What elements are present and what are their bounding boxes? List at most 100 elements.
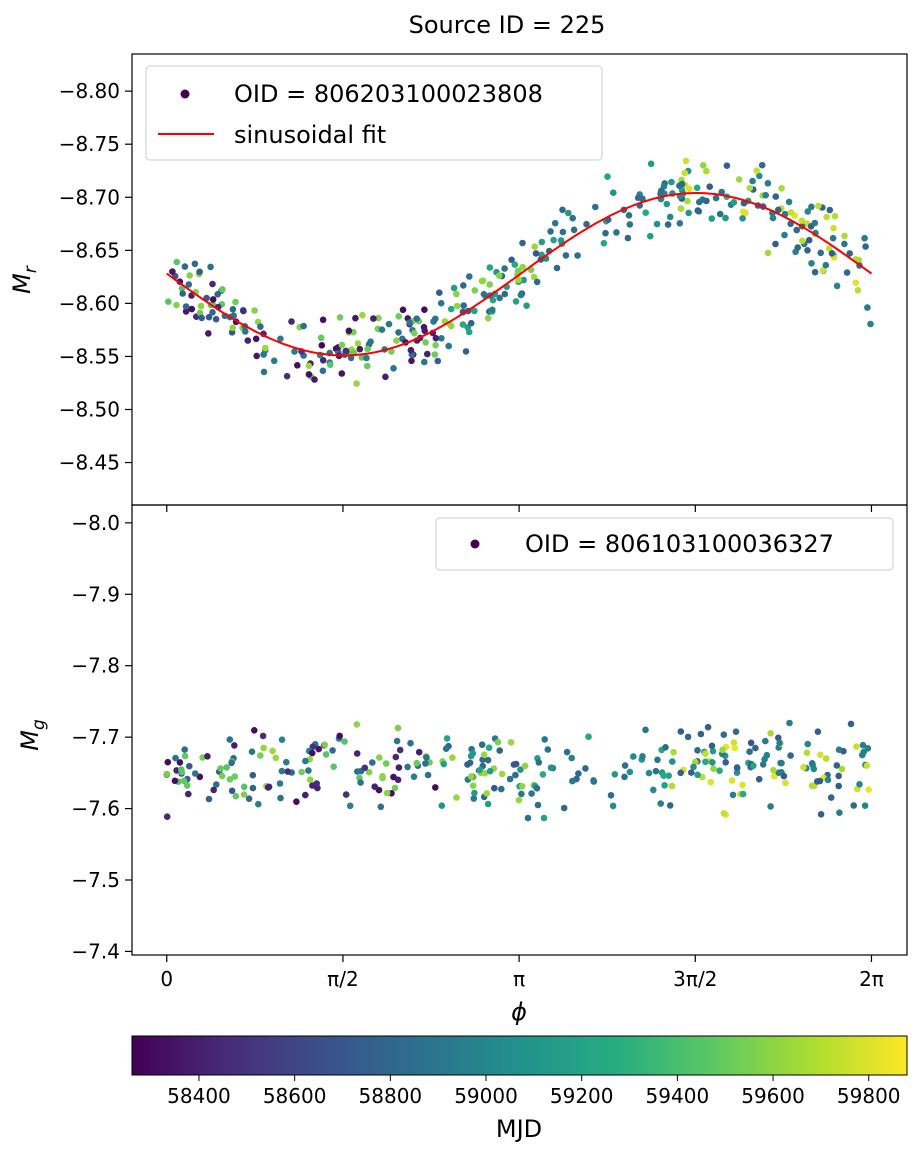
g-band-point	[710, 765, 717, 772]
r-band-point	[173, 301, 180, 309]
r-band-point	[496, 294, 503, 302]
g-band-point	[707, 778, 715, 786]
r-band-point	[823, 213, 830, 221]
r-band-point	[642, 209, 649, 216]
r-band-point	[764, 180, 772, 187]
r-band-point	[653, 220, 661, 228]
g-band-point	[709, 747, 717, 755]
r-band-point	[338, 341, 346, 349]
g-band-point	[728, 777, 736, 784]
r-band-point	[260, 368, 268, 376]
r-band-point	[327, 361, 334, 369]
g-band-point	[438, 802, 446, 809]
r-band-point	[422, 339, 429, 346]
g-band-point	[560, 804, 568, 812]
g-band-point	[481, 770, 489, 777]
g-band-point	[688, 769, 695, 776]
x-axis-ticks: 0 π/2 π 3π/2 2π	[160, 505, 884, 991]
r-band-point	[319, 367, 327, 375]
x-tick-label: 2π	[859, 967, 884, 991]
r-band-point	[399, 306, 407, 314]
g-band-point	[353, 750, 361, 757]
g-band-point	[305, 767, 312, 774]
g-band-point	[453, 794, 460, 801]
r-band-point	[182, 303, 190, 310]
g-band-point	[630, 753, 637, 760]
g-band-point	[469, 750, 477, 757]
r-band-point	[712, 194, 720, 202]
g-band-point	[228, 787, 236, 795]
r-band-point	[453, 290, 460, 298]
r-band-point	[686, 185, 693, 193]
g-band-point	[626, 768, 634, 776]
r-band-point	[559, 206, 566, 214]
g-band-point	[480, 751, 488, 758]
r-band-point	[305, 362, 313, 370]
g-band-point	[621, 773, 628, 781]
g-band-point	[185, 790, 192, 798]
r-band-point	[471, 307, 478, 315]
r-band-point	[634, 194, 642, 202]
r-band-point	[229, 324, 236, 332]
g-band-point	[585, 733, 592, 740]
r-band-point	[352, 314, 359, 322]
r-band-point	[625, 212, 633, 219]
r-band-point	[198, 314, 205, 322]
g-band-plot-frame	[131, 504, 908, 956]
g-band-point	[719, 746, 726, 754]
g-band-point	[716, 767, 723, 774]
g-band-point	[810, 765, 818, 773]
r-band-point	[478, 277, 486, 285]
r-band-point	[431, 351, 439, 358]
g-band-point	[803, 749, 811, 757]
r-band-point	[676, 220, 684, 227]
r-band-point	[722, 214, 729, 222]
g-band-scatter	[163, 719, 872, 822]
y-tick-label: −7.7	[71, 725, 120, 749]
g-band-point	[650, 786, 657, 794]
g-band-point	[800, 764, 807, 771]
g-band-point	[210, 786, 217, 794]
g-band-point	[342, 791, 350, 798]
g-band-point	[771, 772, 778, 780]
r-band-point	[421, 306, 428, 314]
r-band-point	[318, 342, 326, 349]
g-band-point	[491, 784, 498, 792]
r-band-point	[519, 263, 526, 271]
r-band-point	[495, 272, 503, 280]
r-band-point	[182, 308, 190, 315]
r-band-point	[434, 357, 442, 365]
g-band-point	[732, 728, 740, 735]
r-band-point	[762, 191, 769, 199]
g-band-point	[231, 773, 239, 780]
r-band-point	[209, 309, 216, 316]
r-band-point	[841, 240, 848, 248]
g-band-point	[517, 766, 524, 773]
g-band-point	[413, 759, 421, 767]
g-band-point	[506, 775, 514, 783]
g-band-point	[181, 746, 188, 753]
g-band-point	[704, 723, 712, 731]
g-band-point	[171, 777, 179, 785]
g-band-point	[361, 764, 369, 772]
r-band-point	[794, 244, 801, 251]
g-band-point	[515, 796, 523, 804]
g-band-point	[259, 732, 267, 740]
g-band-point	[341, 738, 348, 745]
g-band-y-ticks: −8.0 −7.9 −7.8 −7.7 −7.6 −7.5 −7.4	[71, 511, 132, 963]
r-band-point	[294, 362, 301, 369]
g-band-point	[563, 748, 571, 756]
g-band-point	[720, 731, 728, 738]
g-band-point	[392, 753, 400, 761]
r-band-point	[775, 206, 782, 214]
r-band-point	[432, 315, 439, 323]
g-band-point	[226, 776, 234, 783]
r-band-point	[610, 189, 617, 196]
colorbar: 58400 58600 58800 59000 59200 59400 59600 59800…	[131, 1035, 908, 1143]
g-band-point	[568, 754, 575, 762]
g-band-point	[309, 782, 316, 789]
g-band-point	[692, 758, 699, 766]
r-band-point	[466, 273, 473, 280]
g-band-point	[278, 767, 286, 775]
r-band-point	[843, 269, 851, 276]
